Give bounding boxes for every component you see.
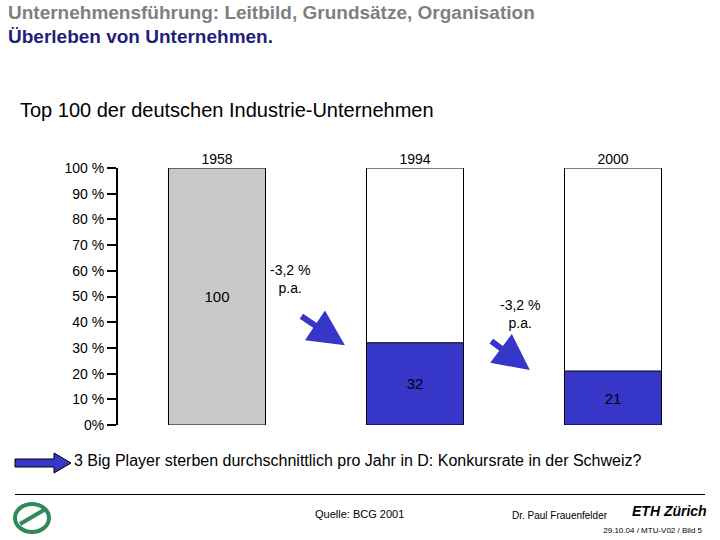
- svg-text:-3,2 %p.a.: -3,2 %p.a.: [500, 297, 540, 331]
- svg-text:0%: 0%: [84, 417, 104, 433]
- svg-text:10 %: 10 %: [72, 391, 104, 407]
- svg-text:-3,2 %p.a.: -3,2 %p.a.: [270, 262, 310, 296]
- svg-text:21: 21: [605, 390, 622, 407]
- svg-text:100: 100: [204, 288, 229, 305]
- html-text:3 Big Player sterben durchschn: 3 Big Player sterben durchschnittlich pr…: [74, 452, 642, 469]
- html-text:ETH Zürich: ETH Zürich: [632, 503, 707, 519]
- svg-text:1958: 1958: [201, 151, 232, 167]
- svg-text:50 %: 50 %: [72, 288, 104, 304]
- html-text:Quelle: BCG 2001: Quelle: BCG 2001: [315, 508, 405, 520]
- svg-text:90 %: 90 %: [72, 186, 104, 202]
- svg-text:1994: 1994: [399, 151, 430, 167]
- svg-text:70 %: 70 %: [72, 237, 104, 253]
- svg-text:40 %: 40 %: [72, 314, 104, 330]
- svg-text:60 %: 60 %: [72, 263, 104, 279]
- svg-text:30 %: 30 %: [72, 340, 104, 356]
- svg-text:32: 32: [407, 375, 424, 392]
- html-text:Überleben von Unternehmen.: Überleben von Unternehmen.: [8, 26, 273, 47]
- svg-text:Top 100 der deutschen Industri: Top 100 der deutschen Industrie-Unterneh…: [20, 99, 434, 121]
- html-text:Dr. Paul Frauenfelder: Dr. Paul Frauenfelder: [512, 510, 608, 521]
- html-text:Unternehmensführung: Leitbild,: Unternehmensführung: Leitbild, Grundsätz…: [8, 2, 535, 23]
- svg-text:80 %: 80 %: [72, 211, 104, 227]
- svg-text:100 %: 100 %: [64, 160, 104, 176]
- svg-text:2000: 2000: [597, 151, 628, 167]
- html-text:29.10.04 / MTU-V02 / Bild 5: 29.10.04 / MTU-V02 / Bild 5: [603, 526, 702, 535]
- svg-text:20 %: 20 %: [72, 366, 104, 382]
